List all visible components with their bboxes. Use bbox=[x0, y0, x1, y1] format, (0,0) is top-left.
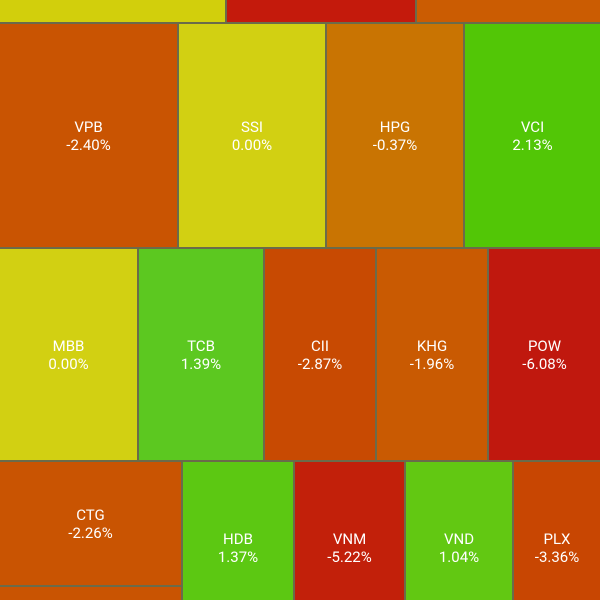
tile[interactable]: VCI 2.13% bbox=[465, 24, 600, 247]
symbol: CII bbox=[311, 336, 329, 355]
change: -6.08% bbox=[522, 354, 567, 373]
tile[interactable]: POW -6.08% bbox=[489, 249, 600, 460]
symbol: VND bbox=[443, 530, 475, 548]
tile[interactable]: HDB 1.37% bbox=[183, 462, 293, 600]
symbol: MBB bbox=[52, 336, 85, 355]
symbol: TCB bbox=[187, 336, 215, 355]
tile[interactable]: HPG -0.37% bbox=[327, 24, 463, 247]
symbol: HDB bbox=[223, 530, 253, 548]
tile[interactable]: SSI 0.00% bbox=[179, 24, 325, 247]
tile[interactable]: VPB -2.40% bbox=[0, 24, 177, 247]
change: 1.37% bbox=[217, 548, 259, 566]
tile[interactable]: VND 1.04% bbox=[406, 462, 512, 600]
tile[interactable]: CII -2.87% bbox=[265, 249, 375, 460]
tile[interactable]: VNM -5.22% bbox=[295, 462, 404, 600]
symbol: PLX bbox=[543, 530, 571, 548]
tile[interactable]: MBB 0.00% bbox=[0, 249, 137, 460]
change: 1.39% bbox=[180, 354, 222, 373]
symbol: VCI bbox=[520, 117, 545, 136]
tile bbox=[417, 0, 600, 22]
tile[interactable]: TCB 1.39% bbox=[139, 249, 263, 460]
change: 1.04% bbox=[438, 548, 480, 566]
change: -2.87% bbox=[297, 354, 343, 373]
tile bbox=[0, 0, 225, 22]
tile[interactable]: CTG -2.26% bbox=[0, 462, 181, 585]
change: -2.40% bbox=[66, 135, 111, 154]
tile bbox=[0, 587, 181, 600]
tile[interactable]: PLX -3.36% bbox=[514, 462, 600, 600]
change: 0.00% bbox=[231, 135, 273, 154]
tile bbox=[227, 0, 415, 22]
symbol: POW bbox=[527, 336, 562, 355]
change: 2.13% bbox=[512, 135, 553, 154]
symbol: CTG bbox=[76, 505, 105, 524]
change: -0.37% bbox=[372, 135, 418, 154]
tile[interactable]: KHG -1.96% bbox=[377, 249, 487, 460]
change: -5.22% bbox=[327, 548, 372, 566]
change: -1.96% bbox=[409, 354, 455, 373]
symbol: VPB bbox=[74, 117, 103, 136]
change: -2.26% bbox=[68, 523, 113, 542]
symbol: SSI bbox=[241, 117, 263, 136]
symbol: VNM bbox=[332, 530, 367, 548]
change: -3.36% bbox=[534, 548, 580, 566]
symbol: KHG bbox=[416, 336, 448, 355]
symbol: HPG bbox=[379, 117, 411, 136]
change: 0.00% bbox=[48, 354, 89, 373]
